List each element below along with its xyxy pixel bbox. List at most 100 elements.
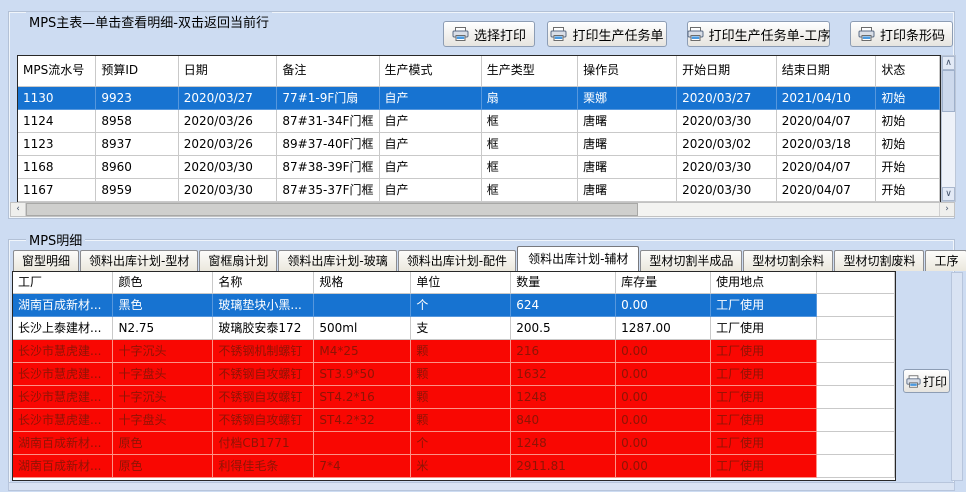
master-table-horizontal-scrollbar[interactable]: ‹ › [10, 202, 955, 217]
table-cell[interactable]: 原色 [112, 454, 214, 478]
table-cell[interactable]: 利得佳毛条 [212, 454, 315, 478]
table-cell[interactable]: 624 [510, 293, 617, 317]
detail-print-button[interactable]: 打印 [903, 369, 950, 393]
table-cell[interactable]: 1287.00 [615, 316, 712, 340]
print-task-sheet-process-button[interactable]: 打印生产任务单-工序 [687, 21, 830, 47]
table-cell[interactable] [313, 431, 412, 455]
table-cell[interactable] [816, 385, 895, 409]
table-cell[interactable]: 2020/03/30 [676, 155, 777, 179]
table-cell[interactable]: 0.00 [615, 454, 712, 478]
scroll-left-icon[interactable]: ‹ [11, 203, 26, 216]
table-cell[interactable]: 开始 [875, 155, 940, 179]
table-cell[interactable]: 840 [510, 408, 617, 432]
table-cell[interactable]: 不锈钢自攻螺钉 [212, 408, 315, 432]
print-barcode-button[interactable]: 打印条形码 [850, 21, 953, 47]
table-cell[interactable]: 支 [410, 316, 512, 340]
table-cell[interactable]: 200.5 [510, 316, 617, 340]
table-cell[interactable]: 2020/03/02 [676, 132, 777, 156]
table-cell[interactable]: 框 [481, 155, 579, 179]
vertical-scrollbar-thumb[interactable] [942, 70, 955, 112]
table-cell[interactable]: 工厂使用 [710, 431, 818, 455]
column-header[interactable]: 操作员 [577, 56, 678, 87]
detail-vertical-scrollbar[interactable] [951, 272, 963, 481]
table-row[interactable]: 1168 8960 2020/03/30 87#38-39F门框 自产框唐曙 2020/0… [18, 155, 940, 179]
table-cell[interactable]: 2021/04/10 [776, 86, 877, 110]
table-cell[interactable]: 9923 [95, 86, 179, 110]
table-cell[interactable]: 1130 [18, 86, 97, 110]
table-cell[interactable]: 工厂使用 [710, 339, 818, 363]
table-cell[interactable]: 湖南百成新材... [13, 454, 114, 478]
table-cell[interactable]: 0.00 [615, 431, 712, 455]
table-cell[interactable]: 2020/03/18 [776, 132, 877, 156]
scroll-down-icon[interactable]: ∨ [942, 187, 955, 201]
column-header[interactable]: 使用地点 [710, 272, 818, 294]
table-cell[interactable]: 付档CB1771 [212, 431, 315, 455]
tab-10[interactable]: 工序 [925, 250, 966, 271]
column-header[interactable]: 状态 [875, 56, 940, 87]
table-cell[interactable]: 扇 [481, 86, 579, 110]
table-cell[interactable]: 2020/04/07 [776, 178, 877, 202]
table-cell[interactable]: 不锈钢自攻螺钉 [212, 362, 315, 386]
table-cell[interactable]: 十字沉头 [112, 385, 214, 409]
table-cell[interactable]: 工厂使用 [710, 316, 818, 340]
table-cell[interactable]: 2020/03/30 [676, 109, 777, 133]
table-cell[interactable]: 8958 [95, 109, 179, 133]
tab-1[interactable]: 窗型明细 [13, 250, 80, 271]
tab-2[interactable]: 领料出库计划-型材 [80, 250, 199, 271]
table-cell[interactable]: 米 [410, 454, 512, 478]
master-table-vertical-scrollbar[interactable]: ∧ ∨ [941, 55, 956, 202]
table-cell[interactable]: 唐曙 [577, 109, 678, 133]
column-header[interactable]: 名称 [212, 272, 315, 294]
table-cell[interactable]: 87#35-37F门框 [276, 178, 380, 202]
table-cell[interactable]: 2020/04/07 [776, 109, 877, 133]
table-cell[interactable]: 颗 [410, 385, 512, 409]
column-header[interactable]: 规格 [313, 272, 412, 294]
table-cell[interactable]: 不锈钢机制螺钉 [212, 339, 315, 363]
table-cell[interactable]: 7*4 [313, 454, 412, 478]
table-cell[interactable]: 不锈钢自攻螺钉 [212, 385, 315, 409]
table-cell[interactable]: 黑色 [112, 293, 214, 317]
table-cell[interactable] [816, 454, 895, 478]
table-cell[interactable]: 1124 [18, 109, 97, 133]
table-cell[interactable]: 500ml [313, 316, 412, 340]
column-header[interactable]: MPS流水号 [18, 56, 97, 87]
table-cell[interactable]: 初始 [875, 86, 940, 110]
table-cell[interactable]: 1248 [510, 385, 617, 409]
tab-6[interactable]: 领料出库计划-辅材 [517, 246, 640, 271]
table-cell[interactable]: 2020/03/30 [178, 155, 278, 179]
table-cell[interactable]: 1248 [510, 431, 617, 455]
table-cell[interactable]: 自产 [379, 178, 482, 202]
table-cell[interactable]: 湖南百成新材... [13, 431, 114, 455]
column-header[interactable]: 开始日期 [676, 56, 777, 87]
table-cell[interactable]: 2020/03/27 [676, 86, 777, 110]
scroll-up-icon[interactable]: ∧ [942, 56, 955, 70]
table-cell[interactable]: 长沙市慧虎建... [13, 408, 114, 432]
table-cell[interactable]: 颗 [410, 339, 512, 363]
table-cell[interactable]: 十字沉头 [112, 339, 214, 363]
table-cell[interactable]: 工厂使用 [710, 362, 818, 386]
table-cell[interactable]: 个 [410, 431, 512, 455]
table-cell[interactable]: 0.00 [615, 339, 712, 363]
tab-3[interactable]: 窗框扇计划 [199, 250, 278, 271]
print-task-sheet-button[interactable]: 打印生产任务单 [547, 21, 667, 47]
table-row[interactable]: 湖南百成新材... 原色 付档CB1771 个 1248 0.00 工厂使用 [13, 431, 895, 455]
table-cell[interactable]: 0.00 [615, 362, 712, 386]
table-cell[interactable]: 2020/03/26 [178, 132, 278, 156]
table-cell[interactable]: 初始 [875, 132, 940, 156]
table-cell[interactable]: 1123 [18, 132, 97, 156]
table-cell[interactable]: 8959 [95, 178, 179, 202]
column-header[interactable]: 结束日期 [776, 56, 877, 87]
table-row[interactable]: 长沙市慧虎建... 十字盘头 不锈钢自攻螺钉 ST4.2*32 颗 840 0.00 工厂使用 [13, 408, 895, 432]
table-cell[interactable] [816, 316, 895, 340]
table-cell[interactable]: 1168 [18, 155, 97, 179]
table-cell[interactable]: 自产 [379, 132, 482, 156]
column-header[interactable]: 备注 [276, 56, 380, 87]
table-cell[interactable]: 自产 [379, 109, 482, 133]
column-header[interactable]: 预算ID [95, 56, 179, 87]
table-cell[interactable]: 工厂使用 [710, 293, 818, 317]
table-cell[interactable]: 2020/03/30 [676, 178, 777, 202]
column-header[interactable]: 库存量 [615, 272, 712, 294]
table-cell[interactable]: 0.00 [615, 385, 712, 409]
table-cell[interactable] [816, 408, 895, 432]
table-cell[interactable]: 框 [481, 178, 579, 202]
